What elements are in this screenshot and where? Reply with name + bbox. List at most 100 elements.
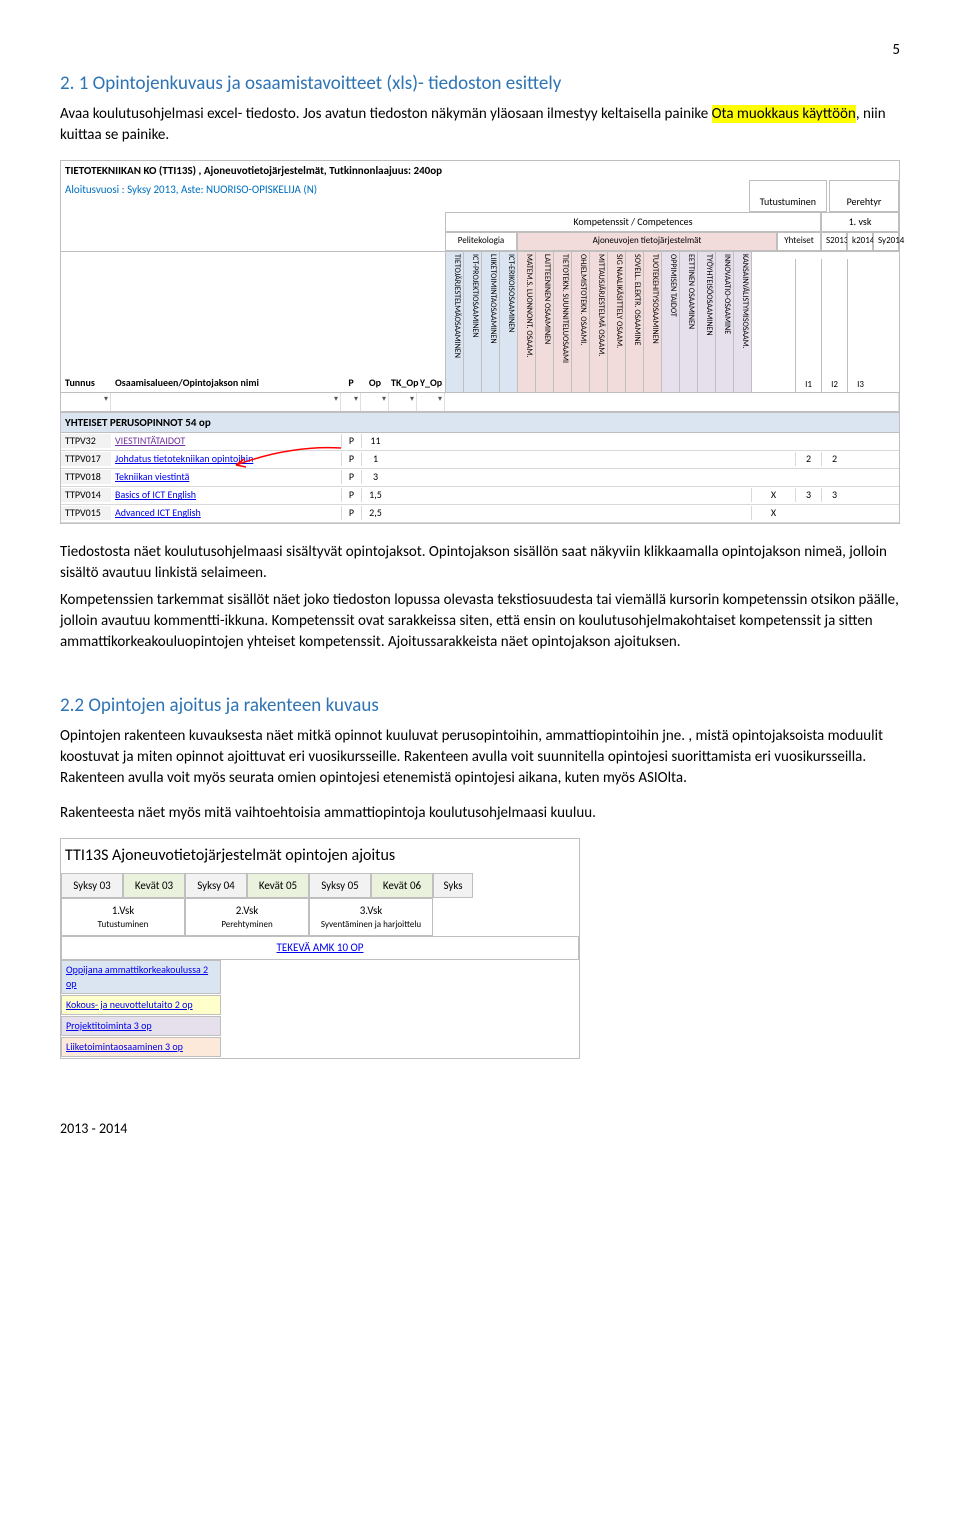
col-tkop: TK_Op: [389, 374, 417, 392]
filter-op[interactable]: [361, 393, 389, 411]
sem-syks: Syks: [433, 873, 473, 898]
schedule-cell-link[interactable]: Liiketoimintaosaaminen 3 op: [61, 1037, 221, 1057]
para-intro-highlight: Ota muokkaus käyttöön: [712, 105, 856, 123]
sem-ke03: Kevät 03: [123, 873, 185, 898]
cell-tunnus: TTPV32: [61, 434, 111, 448]
sheet1-topright-1: Perehtyr: [829, 180, 899, 212]
vsk-1-sub: Tutustuminen: [68, 919, 178, 932]
vsk-2: 2.Vsk Perehtyminen: [185, 898, 309, 936]
vcell-lav-0: OPPIMISEN TAIDOT: [661, 252, 679, 392]
col-yhteiset: [751, 252, 795, 392]
schedule-cell-link[interactable]: Projektitoiminta 3 op: [61, 1016, 221, 1036]
sem-num-1: I2: [821, 259, 847, 392]
vcell-pink-2: TIETOTEKN. SUUNNITELUOSAAMI: [553, 252, 571, 392]
vcell-pink-0: MATEM.S. LUONNONT. OSAAM.: [517, 252, 535, 392]
data-row: TTPV018Tekniikan viestintäP3: [61, 469, 899, 487]
cell-yh: X: [751, 506, 795, 520]
vcell-lav-3: INNOVAATIO-OSAAMINE: [715, 252, 733, 392]
filter-nimi[interactable]: [111, 393, 341, 411]
para-3: Kompetenssien tarkemmat sisällöt näet jo…: [60, 590, 900, 653]
cell-nimi-link[interactable]: VIESTINTÄTAIDOT: [111, 434, 341, 448]
sheet1-start: Aloitusvuosi : Syksy 2013, Aste: NUORISO…: [61, 180, 321, 212]
sem-s2013: S2013: [821, 232, 847, 251]
col-p: P: [341, 374, 361, 392]
cell-nimi-link[interactable]: Basics of ICT English: [111, 488, 341, 502]
sem-num-0: I1: [795, 259, 821, 392]
section-yhteiset-perus: YHTEISET PERUSOPINNOT 54 op: [61, 412, 899, 433]
cell-op: 3: [361, 470, 389, 484]
vcell-pink-6: SOVELL. ELEKTR. OSAAMINE: [625, 252, 643, 392]
cell-s2: 2: [821, 452, 847, 466]
schedule-cell-link[interactable]: Oppijana ammattikorkeakoulussa 2 op: [61, 960, 221, 994]
vertical-group-blue: TIETOJÄRJESTELMÄOSAAMINEN ICT-PROJEKTIOS…: [445, 252, 517, 392]
spreadsheet-curriculum: TIETOTEKNIIKAN KO (TTI13S) , Ajoneuvotie…: [60, 160, 900, 524]
vertical-group-lav: OPPIMISEN TAIDOT EETTINEN OSAAMINEN TYÖY…: [661, 252, 751, 392]
cell-op: 11: [361, 434, 389, 448]
para-2: Tiedostosta näet koulutusohjelmaasi sisä…: [60, 542, 900, 584]
cell-tunnus: TTPV017: [61, 452, 111, 466]
vcell-pink-1: LAITTEENINEN OSAAMINEN: [535, 252, 553, 392]
cell-op: 2,5: [361, 506, 389, 520]
cell-nimi-link[interactable]: Tekniikan viestintä: [111, 470, 341, 484]
cell-op: 1: [361, 452, 389, 466]
data-row: TTPV015Advanced ICT EnglishP2,5 X: [61, 505, 899, 523]
subgroup-ajoneuvo: Ajoneuvojen tietojärjestelmät: [517, 232, 777, 251]
sem-sy05: Syksy 05: [309, 873, 371, 898]
para-intro-a: Avaa koulutusohjelmasi excel- tiedosto. …: [60, 105, 712, 123]
schedule-row: Kokous- ja neuvottelutaito 2 op: [61, 995, 579, 1016]
cell-s1: 3: [795, 488, 821, 502]
vertical-group-pink: MATEM.S. LUONNONT. OSAAM. LAITTEENINEN O…: [517, 252, 661, 392]
vsk-3-sub: Syventäminen ja harjoittelu: [316, 919, 426, 932]
filter-tk[interactable]: [389, 393, 417, 411]
cell-p: P: [341, 506, 361, 520]
supergroup-competences: Kompetenssit / Competences: [445, 212, 821, 232]
vcell-pink-5: SIG NAALIKÄSITTELY OSAAM.: [607, 252, 625, 392]
vsk-3: 3.Vsk Syventäminen ja harjoittelu: [309, 898, 433, 936]
sem-sy2014: Sy2014: [873, 232, 899, 251]
cell-yh: X: [751, 488, 795, 502]
para-intro: Avaa koulutusohjelmasi excel- tiedosto. …: [60, 104, 900, 146]
schedule-row: Projektitoiminta 3 op: [61, 1016, 579, 1037]
cell-op: 1,5: [361, 488, 389, 502]
page-number: 5: [60, 40, 900, 61]
vcell-lav-2: TYÖYHTEISÖOSAAMINEN: [697, 252, 715, 392]
filter-tunnus[interactable]: [61, 393, 111, 411]
tekeva-link[interactable]: TEKEVÄ AMK 10 OP: [61, 936, 579, 959]
sem-sy03: Syksy 03: [61, 873, 123, 898]
vsk-1: 1.Vsk Tutustuminen: [61, 898, 185, 936]
sem-k2014: k2014: [847, 232, 873, 251]
schedule-row: Oppijana ammattikorkeakoulussa 2 op: [61, 960, 579, 995]
cell-nimi-link[interactable]: Advanced ICT English: [111, 506, 341, 520]
vcell-lav-4: KANSAINVÄLISTYMISOSAAM.: [733, 252, 751, 392]
cell-tunnus: TTPV015: [61, 506, 111, 520]
cell-tunnus: TTPV018: [61, 470, 111, 484]
vsk-1-label: 1.Vsk: [68, 903, 178, 918]
vcell-pink-7: TUOTEKEHITYSOSAAMINEN: [643, 252, 661, 392]
schedule-cell-link[interactable]: Kokous- ja neuvottelutaito 2 op: [61, 995, 221, 1015]
vcell-blue-3: ICT-ERIKOISOSAAMINEN: [499, 252, 517, 392]
filter-y[interactable]: [417, 393, 445, 411]
vcell-blue-1: ICT-PROJEKTIOSAAMINEN: [463, 252, 481, 392]
sem-sy04: Syksy 04: [185, 873, 247, 898]
sem-num-2: I3: [847, 259, 873, 392]
filter-p[interactable]: [341, 393, 361, 411]
vsk-2-sub: Perehtyminen: [192, 919, 302, 932]
footer-year: 2013 - 2014: [60, 1119, 900, 1139]
sem-ke05: Kevät 05: [247, 873, 309, 898]
schedule-row: Liiketoimintaosaaminen 3 op: [61, 1037, 579, 1058]
para-4: Opintojen rakenteen kuvauksesta näet mit…: [60, 726, 900, 789]
vcell-blue-0: TIETOJÄRJESTELMÄOSAAMINEN: [445, 252, 463, 392]
cell-p: P: [341, 452, 361, 466]
data-row: TTPV014Basics of ICT EnglishP1,5X33: [61, 487, 899, 505]
vcell-blue-2: LIIKETOIMINTAOSAAMINEN: [481, 252, 499, 392]
cell-nimi-link[interactable]: Johdatus tietotekniikan opintoihin: [111, 452, 341, 466]
vcell-pink-3: OHJELMISTOTEKN. OSAAMI.: [571, 252, 589, 392]
heading-2-1: 2. 1 Opintojenkuvaus ja osaamistavoittee…: [60, 71, 900, 98]
sem-ke06: Kevät 06: [371, 873, 433, 898]
vcell-pink-4: MITTAUSJÄRJESTELMÄ OSAAM.: [589, 252, 607, 392]
filter-row: [61, 392, 899, 412]
col-nimi: Osaamisalueen/Opintojakson nimi: [111, 374, 341, 392]
data-row: TTPV32VIESTINTÄTAIDOTP11: [61, 433, 899, 451]
subgroup-peli: Pelitekologia: [445, 232, 517, 251]
supergroup-1vsk: 1. vsk: [821, 212, 899, 232]
